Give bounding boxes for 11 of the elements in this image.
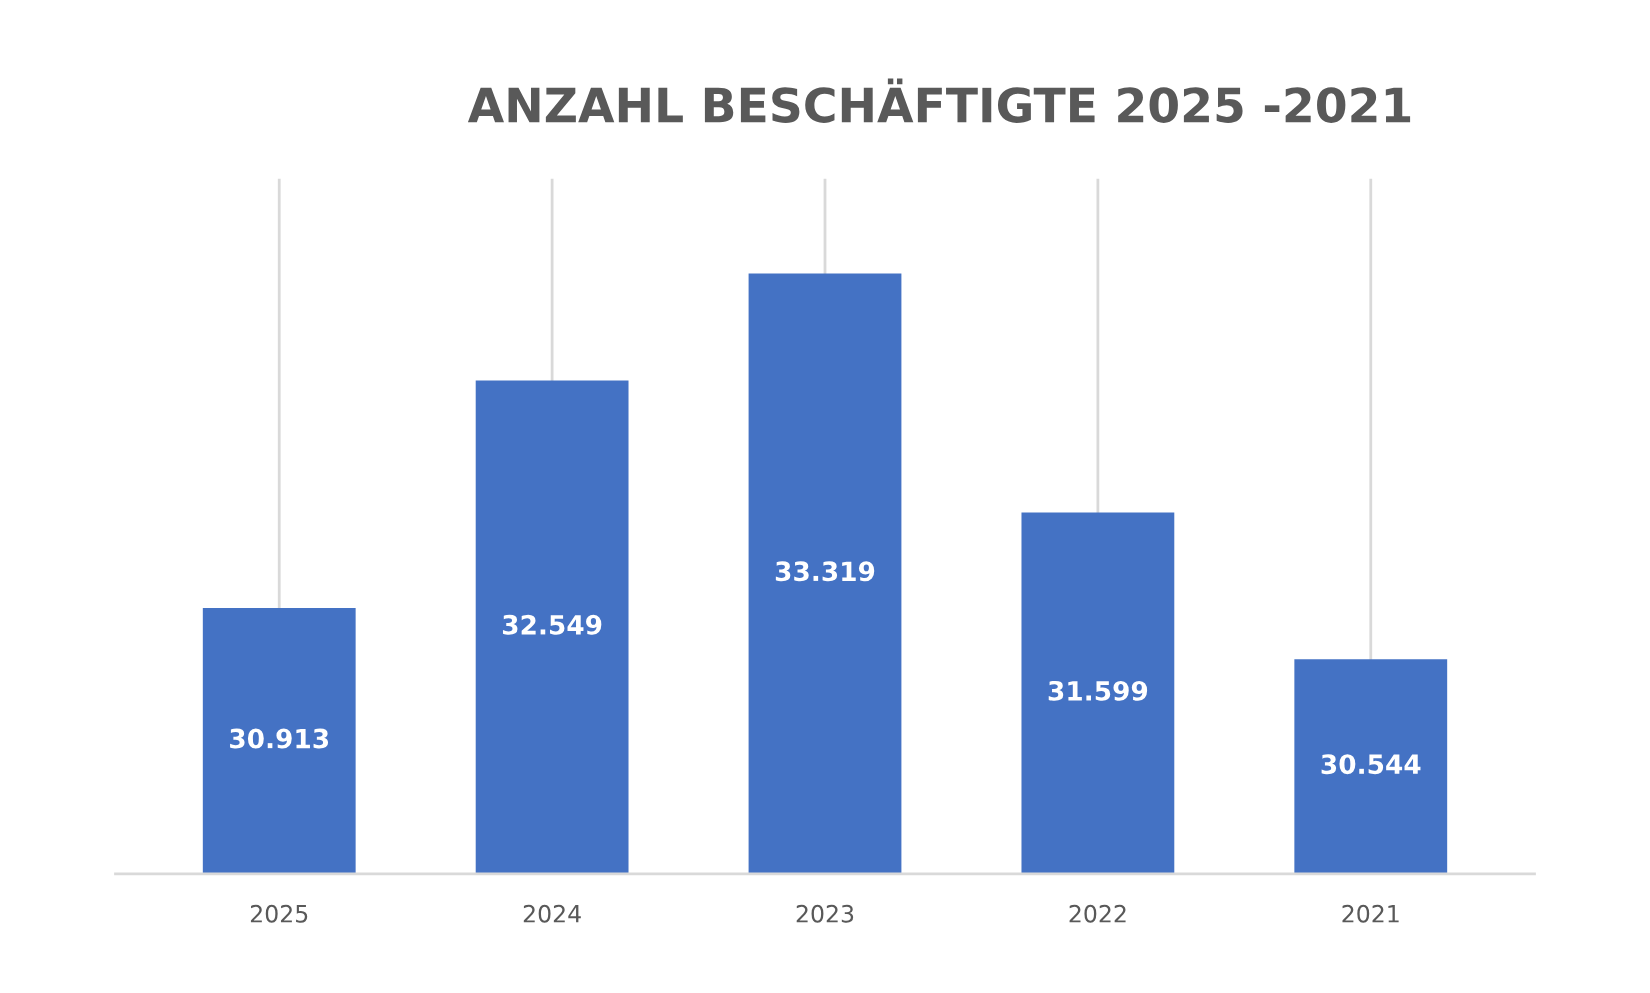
x-tick-label: 2023 xyxy=(796,904,854,923)
x-tick-label: 2025 xyxy=(250,904,308,923)
data-label: 30.913 xyxy=(230,728,329,749)
x-tick-label: 2024 xyxy=(523,904,581,923)
data-label: 31.599 xyxy=(1048,680,1148,701)
x-tick-label: 2021 xyxy=(1342,904,1399,923)
x-tick-label: 2022 xyxy=(1069,904,1126,923)
data-label: 33.319 xyxy=(775,561,875,582)
data-label: 32.549 xyxy=(502,614,602,635)
chart-title: ANZAHL BESCHÄFTIGTE 2025 -2021 xyxy=(467,78,1411,123)
data-label: 30.544 xyxy=(1321,754,1421,775)
